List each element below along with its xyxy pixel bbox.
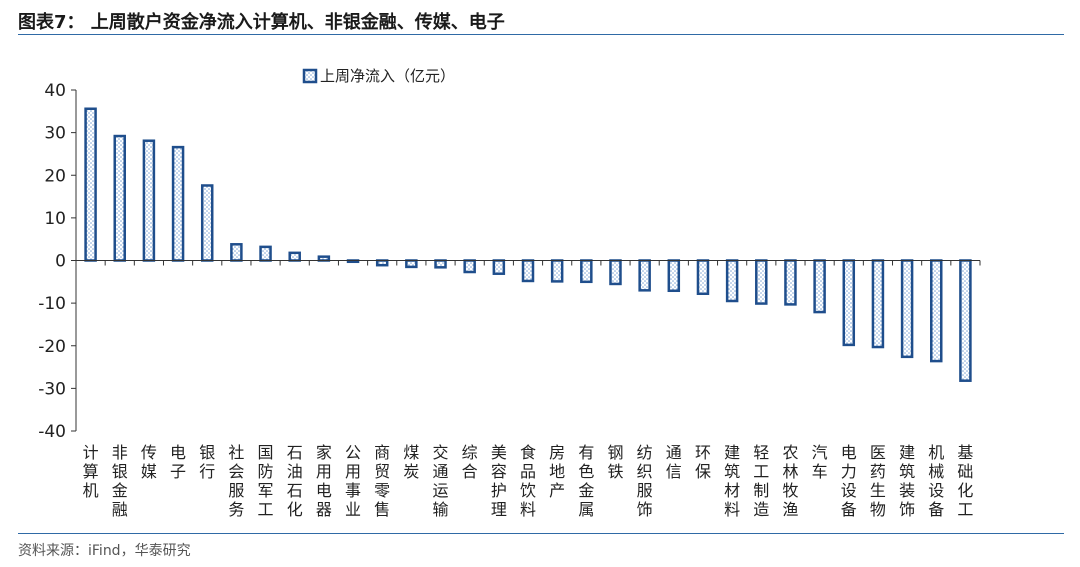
- bar: [492, 259, 506, 275]
- bar: [521, 259, 535, 283]
- y-tick-label: 10: [44, 209, 66, 229]
- x-tick-labels: 计算机非银金融传媒电子银行社会服务国防军工石油石化家用电器公用事业商贸零售煤炭交…: [83, 443, 974, 519]
- bar: [200, 184, 214, 262]
- y-tick-label: 20: [44, 166, 66, 186]
- x-tick-label: 国防军工: [258, 443, 274, 519]
- x-tick-label: 房地产: [549, 443, 565, 500]
- bar: [696, 259, 710, 295]
- bar: [171, 145, 185, 262]
- bar: [667, 259, 681, 293]
- bar: [755, 259, 768, 305]
- x-tick-label: 机械设备: [928, 443, 944, 519]
- y-tick-label: 40: [44, 81, 66, 101]
- bar: [259, 245, 272, 262]
- x-tick-label: 计算机: [83, 443, 99, 500]
- x-tick-label: 交通运输: [433, 443, 449, 519]
- y-tick-label: -10: [38, 294, 66, 314]
- x-tick-label: 家用电器: [316, 443, 332, 519]
- bar: [463, 259, 476, 274]
- y-tick-label: -20: [38, 337, 66, 357]
- y-tick-label: 30: [44, 124, 66, 144]
- bar: [930, 259, 943, 363]
- x-tick-label: 商贸零售: [374, 443, 390, 519]
- bar: [959, 259, 972, 382]
- x-tick-label: 电子: [170, 443, 186, 481]
- bottom-rule: [18, 533, 1064, 534]
- source-note: 资料来源：iFind，华泰研究: [18, 543, 191, 559]
- x-tick-label: 通信: [666, 443, 682, 481]
- bar: [609, 259, 622, 286]
- y-tick-label: -40: [38, 422, 66, 442]
- x-tick-label: 医药生物: [870, 443, 886, 519]
- top-rule: [18, 34, 1064, 35]
- x-tick-label: 传媒: [141, 443, 157, 481]
- x-tick-label: 食品饮料: [520, 443, 536, 519]
- legend: 上周净流入（亿元）: [302, 67, 455, 85]
- x-tick-label: 综合: [462, 443, 478, 481]
- bar: [84, 107, 97, 262]
- x-tick-label: 建筑材料: [724, 443, 740, 519]
- bar: [638, 259, 651, 292]
- bar: [784, 259, 797, 306]
- y-axis: 40 30 20 10 0 -10 -20 -30 -40: [38, 81, 77, 442]
- x-tick-label: 建筑装饰: [899, 443, 915, 519]
- y-tick-label: -30: [38, 379, 66, 399]
- bar: [725, 259, 739, 303]
- bar: [900, 259, 914, 359]
- bar: [405, 259, 418, 269]
- x-tick-label: 社会服务: [228, 443, 244, 519]
- x-tick-label: 美容护理: [491, 443, 507, 519]
- bar: [375, 259, 389, 267]
- bar: [550, 259, 564, 283]
- bar: [434, 259, 447, 269]
- x-axis: [75, 260, 981, 266]
- x-tick-label: 电力设备: [841, 443, 857, 519]
- bar: [842, 259, 856, 347]
- bar: [142, 139, 156, 262]
- x-tick-label: 有色金属: [578, 443, 594, 519]
- x-tick-label: 钢铁: [607, 443, 623, 481]
- bar: [317, 255, 331, 262]
- x-tick-label: 煤炭: [403, 443, 419, 481]
- bar: [288, 251, 301, 262]
- x-tick-label: 基础化工: [957, 443, 973, 519]
- y-tick-label: 0: [55, 252, 66, 272]
- bars: [84, 107, 972, 382]
- x-tick-label: 石油石化: [287, 443, 303, 519]
- x-tick-label: 公用事业: [345, 443, 361, 519]
- legend-swatch: [302, 68, 318, 84]
- x-tick-label: 非银金融: [112, 443, 128, 519]
- bar: [113, 134, 126, 262]
- x-tick-label: 汽车: [812, 443, 828, 481]
- x-tick-label: 农林牧渔: [782, 443, 798, 519]
- x-tick-label: 轻工制造: [753, 443, 769, 519]
- bar: [580, 259, 593, 284]
- bar: [871, 259, 885, 349]
- legend-label: 上周净流入（亿元）: [320, 67, 455, 85]
- chart-title: 图表7： 上周散户资金净流入计算机、非银金融、传媒、电子: [18, 12, 505, 33]
- x-tick-label: 环保: [695, 443, 711, 481]
- bar: [230, 243, 243, 262]
- x-tick-label: 纺织服饰: [637, 443, 653, 519]
- bar: [813, 259, 826, 314]
- x-tick-label: 银行: [199, 443, 215, 481]
